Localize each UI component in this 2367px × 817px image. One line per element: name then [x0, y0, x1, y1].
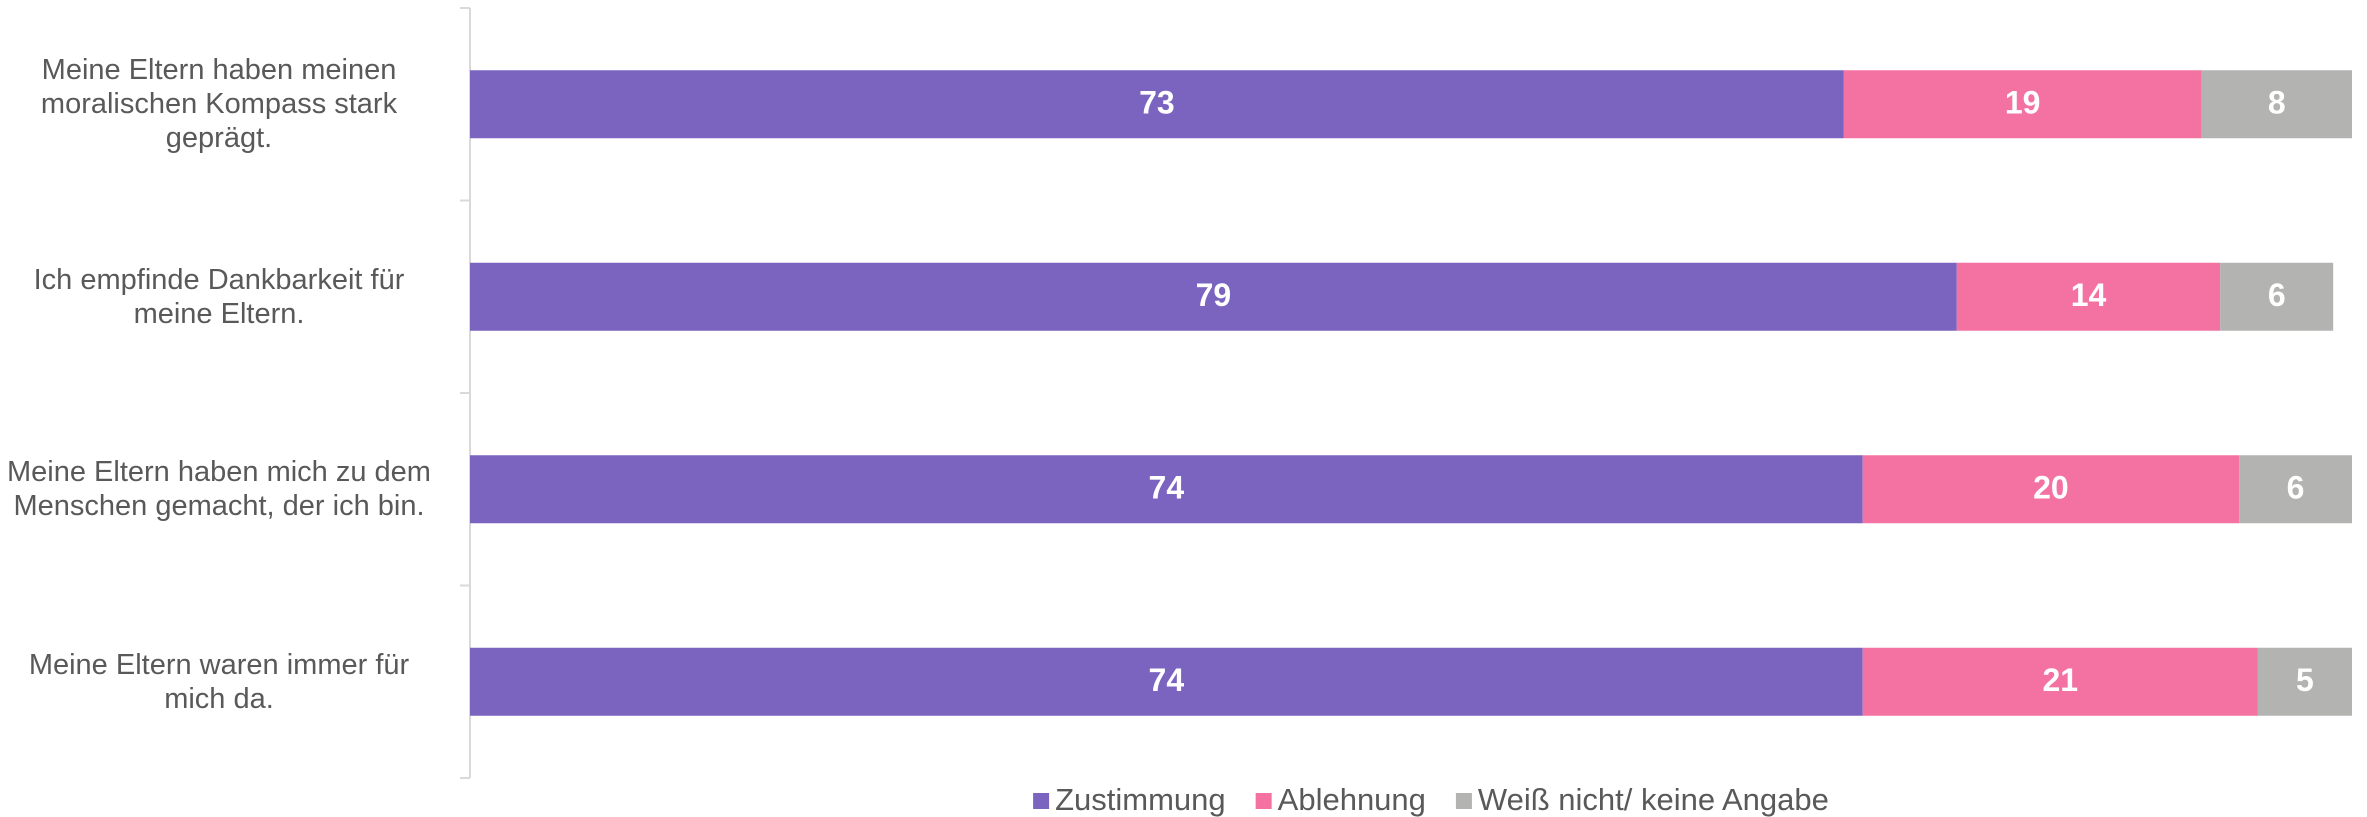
value-label: 20	[2033, 470, 2069, 506]
value-label: 79	[1196, 277, 1232, 313]
bar-segment	[2201, 70, 2352, 139]
bar-segment	[2239, 455, 2352, 524]
bar-segment	[1862, 455, 2240, 524]
legend-label: Ablehnung	[1278, 782, 1426, 817]
value-label: 21	[2042, 662, 2078, 698]
bar-segment	[1956, 262, 2221, 331]
value-label: 14	[2071, 277, 2107, 313]
bar-segment	[1862, 647, 2258, 716]
legend-label: Zustimmung	[1055, 782, 1226, 817]
value-label: 74	[1149, 662, 1185, 698]
value-label: 6	[2268, 277, 2286, 313]
value-label: 73	[1139, 85, 1175, 121]
bar-segment	[2257, 647, 2352, 716]
legend-swatch	[1255, 793, 1272, 809]
legend-swatch	[1033, 793, 1050, 809]
value-label: 74	[1149, 470, 1185, 506]
legend-label: Weiß nicht/ keine Angabe	[1478, 782, 1829, 817]
value-label: 8	[2268, 85, 2286, 121]
category-label: Meine Eltern haben mich zu dem Menschen …	[7, 456, 431, 523]
legend-swatch	[1455, 793, 1472, 809]
bar-segment	[470, 455, 1863, 524]
value-label: 19	[2005, 85, 2041, 121]
bar-segment	[2220, 262, 2334, 331]
bar-segment	[1843, 70, 2202, 139]
value-label: 6	[2287, 470, 2305, 506]
value-label: 5	[2296, 662, 2314, 698]
bar-segment	[470, 647, 1863, 716]
category-label: Meine Eltern waren immer für mich da.	[28, 648, 410, 715]
bar-segment	[470, 262, 1957, 331]
category-label: Meine Eltern haben meinen moralischen Ko…	[40, 54, 398, 155]
category-label: Ich empfinde Dankbarkeit für meine Elter…	[33, 263, 405, 330]
bar-segment	[470, 70, 1844, 139]
